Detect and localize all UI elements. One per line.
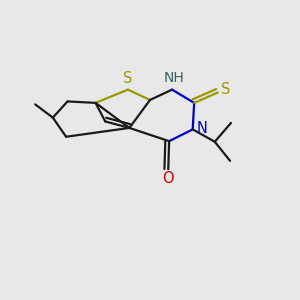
- Text: S: S: [123, 71, 133, 86]
- Text: S: S: [221, 82, 231, 97]
- Text: N: N: [197, 121, 208, 136]
- Text: O: O: [162, 171, 174, 186]
- Text: NH: NH: [163, 71, 184, 85]
